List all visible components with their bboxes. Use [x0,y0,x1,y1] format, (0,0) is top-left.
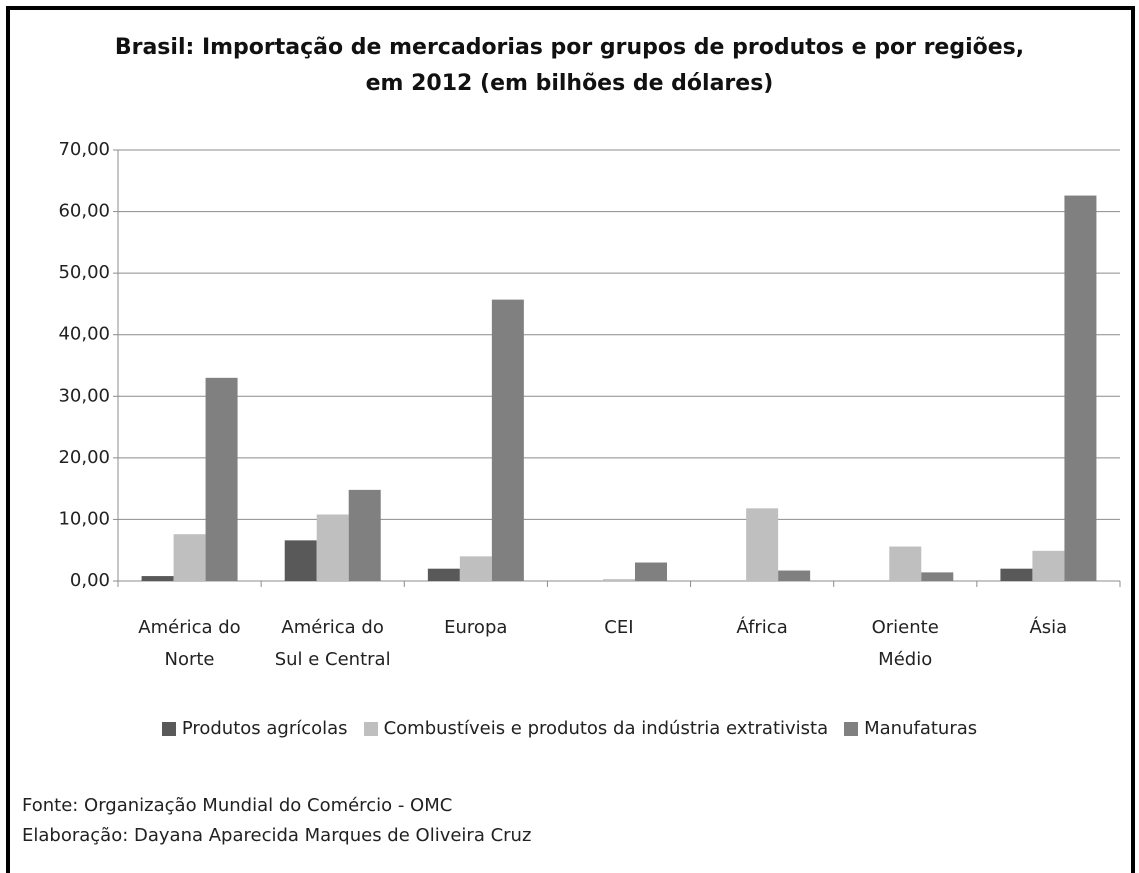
bar [173,534,206,581]
y-tick-label: 70,00 [58,139,110,160]
y-tick-label: 40,00 [58,324,110,345]
legend-item: Produtos agrícolas [161,718,348,739]
legend-item: Combustíveis e produtos da indústria ext… [363,718,829,739]
x-tick-label: Europa [444,617,508,638]
x-tick-label: América do Norte [138,617,241,670]
bar [635,562,667,581]
y-tick-label: 50,00 [58,262,110,283]
x-tick-label: América do Sul e Central [274,617,391,670]
legend-swatch [161,721,176,736]
legend-item: Manufaturas [844,718,977,739]
bar [746,508,779,581]
bar [921,572,954,581]
bar [603,579,635,581]
legend-label: Produtos agrícolas [181,718,348,739]
bar [348,489,381,581]
legend: Produtos agrícolas Combustíveis e produto… [0,718,1139,739]
bar [491,299,524,581]
x-tick-label: Oriente Médio [871,617,939,670]
x-tick-label: CEI [604,617,634,638]
legend-swatch [844,721,859,736]
bar [1000,568,1033,581]
bar [316,514,349,581]
source-note: Fonte: Organização Mundial do Comércio -… [22,795,453,816]
bar [889,546,922,581]
y-tick-label: 30,00 [58,385,110,406]
y-tick-label: 20,00 [58,447,110,468]
bar [1032,550,1065,581]
bar [284,540,317,581]
bar [205,377,238,581]
x-tick-label: Ásia [1029,617,1068,638]
author-note: Elaboração: Dayana Aparecida Marques de … [22,825,532,846]
bar [778,570,811,581]
y-tick-label: 0,00 [70,570,110,591]
bar [427,568,460,581]
y-tick-label: 60,00 [58,201,110,222]
y-tick-label: 10,00 [58,508,110,529]
legend-label: Combustíveis e produtos da indústria ext… [383,718,829,739]
bar [459,556,492,581]
legend-label: Manufaturas [864,718,978,739]
x-tick-label: África [736,617,788,638]
frame [6,6,1135,873]
legend-swatch [363,721,378,736]
chart-title: Brasil: Importação de mercadorias por gr… [114,35,1025,96]
bar [141,576,174,581]
bar [1064,195,1097,581]
